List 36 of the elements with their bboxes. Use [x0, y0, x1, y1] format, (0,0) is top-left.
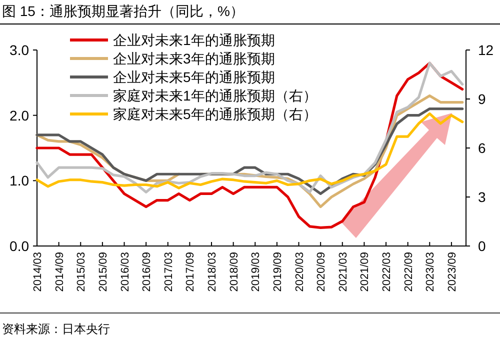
y2-tick-label: 0: [478, 238, 486, 254]
x-tick-label: 2017/03: [162, 252, 175, 292]
chart-title: 图 15：通胀预期显著抬升（同比，%）: [2, 3, 244, 19]
y2-tick-label: 12: [478, 42, 494, 58]
x-tick-label: 2016/09: [141, 252, 154, 292]
legend-label: 企业对未来3年的通胀预期: [113, 50, 275, 66]
y-tick-label: 2.0: [10, 107, 30, 124]
x-tick-label: 2020/09: [316, 252, 328, 292]
x-tick-label: 2017/09: [184, 252, 197, 292]
x-tick-label: 2021/09: [359, 252, 372, 292]
x-tick-label: 2021/03: [337, 252, 350, 292]
y2-tick-label: 3: [478, 189, 486, 205]
x-tick-label: 2016/03: [119, 252, 132, 292]
x-tick-label: 2019/09: [272, 252, 284, 292]
legend-label: 企业对未来5年的通胀预期: [113, 69, 275, 85]
y2-tick-label: 6: [478, 140, 486, 156]
x-tick-label: 2020/03: [294, 252, 306, 292]
x-tick-label: 2014/09: [54, 252, 66, 292]
y-tick-label: 1.0: [10, 172, 30, 189]
y2-tick-label: 9: [478, 91, 486, 107]
y-tick-label: 3.0: [10, 42, 30, 58]
y-tick-label: 0.0: [10, 238, 30, 254]
x-tick-label: 2023/09: [446, 252, 458, 292]
x-tick-label: 2015/09: [97, 252, 110, 292]
x-tick-label: 2019/03: [250, 252, 262, 292]
legend-label: 家庭对未来5年的通胀预期（右）: [113, 106, 317, 122]
x-tick-label: 2023/03: [424, 252, 437, 292]
x-tick-label: 2018/09: [228, 252, 240, 292]
text: 资料来源：日本央行: [2, 322, 110, 336]
legend-label: 企业对未来1年的通胀预期: [113, 32, 275, 48]
x-tick-label: 2014/03: [32, 252, 44, 292]
x-tick-label: 2022/03: [381, 252, 394, 292]
x-tick-label: 2015/03: [76, 252, 88, 292]
legend-label: 家庭对未来1年的通胀预期（右）: [113, 88, 317, 104]
x-tick-label: 2018/03: [206, 252, 219, 292]
x-tick-label: 2022/09: [402, 252, 415, 292]
